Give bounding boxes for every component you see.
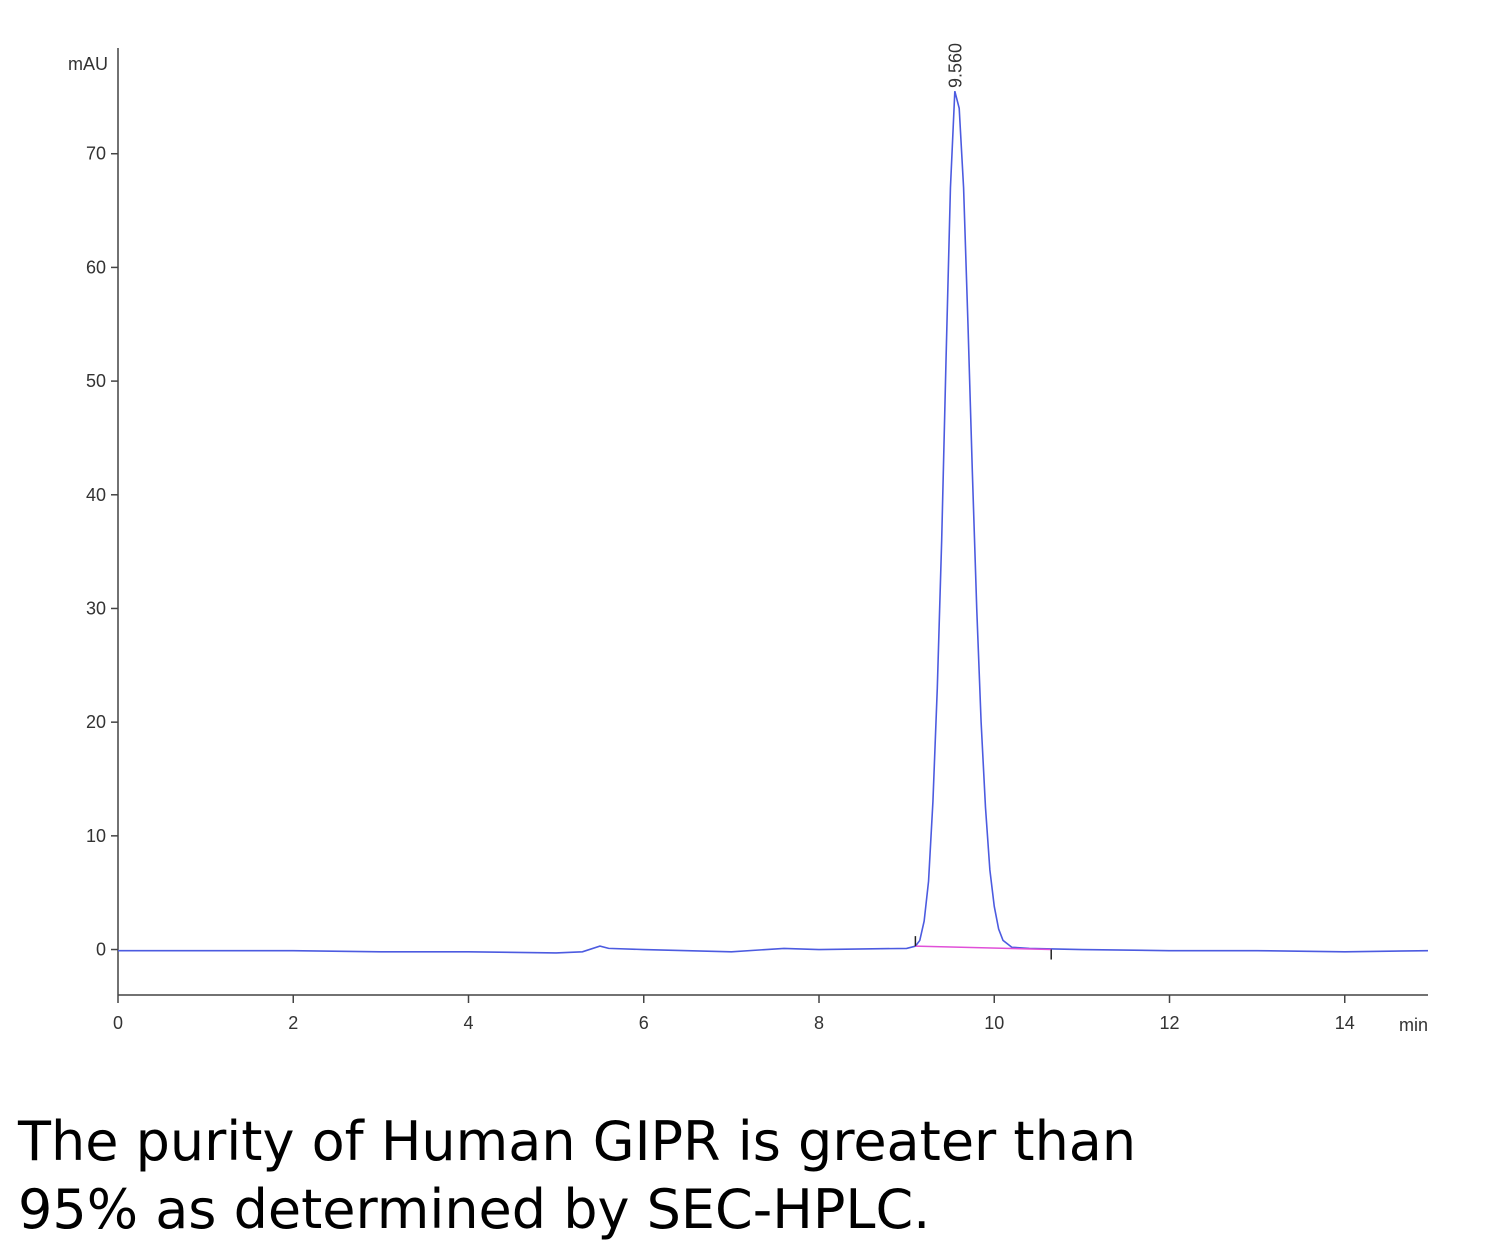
x-tick-label: 14 xyxy=(1335,1013,1355,1033)
x-tick-label: 6 xyxy=(639,1013,649,1033)
y-tick-label: 20 xyxy=(86,712,106,732)
caption-line: 95% as determined by SEC-HPLC. xyxy=(18,1178,930,1241)
integration-baseline xyxy=(915,945,1052,951)
x-tick-label: 2 xyxy=(288,1013,298,1033)
y-tick-label: 60 xyxy=(86,257,106,277)
y-tick-label: 10 xyxy=(86,826,106,846)
x-tick-label: 10 xyxy=(984,1013,1004,1033)
trace-line xyxy=(118,91,1429,954)
x-tick-label: 12 xyxy=(1159,1013,1179,1033)
caption-line: The purity of Human GIPR is greater than xyxy=(17,1110,1136,1173)
y-tick-label: 0 xyxy=(96,940,106,960)
x-axis-label: min xyxy=(1399,1015,1428,1035)
x-tick-label: 8 xyxy=(814,1013,824,1033)
y-axis-label: mAU xyxy=(68,54,108,74)
peak-label: 9.560 xyxy=(946,43,966,88)
x-tick-label: 4 xyxy=(463,1013,473,1033)
y-tick-label: 30 xyxy=(86,598,106,618)
x-tick-label: 0 xyxy=(113,1013,123,1033)
y-tick-label: 40 xyxy=(86,485,106,505)
y-tick-label: 50 xyxy=(86,371,106,391)
y-tick-label: 70 xyxy=(86,144,106,164)
